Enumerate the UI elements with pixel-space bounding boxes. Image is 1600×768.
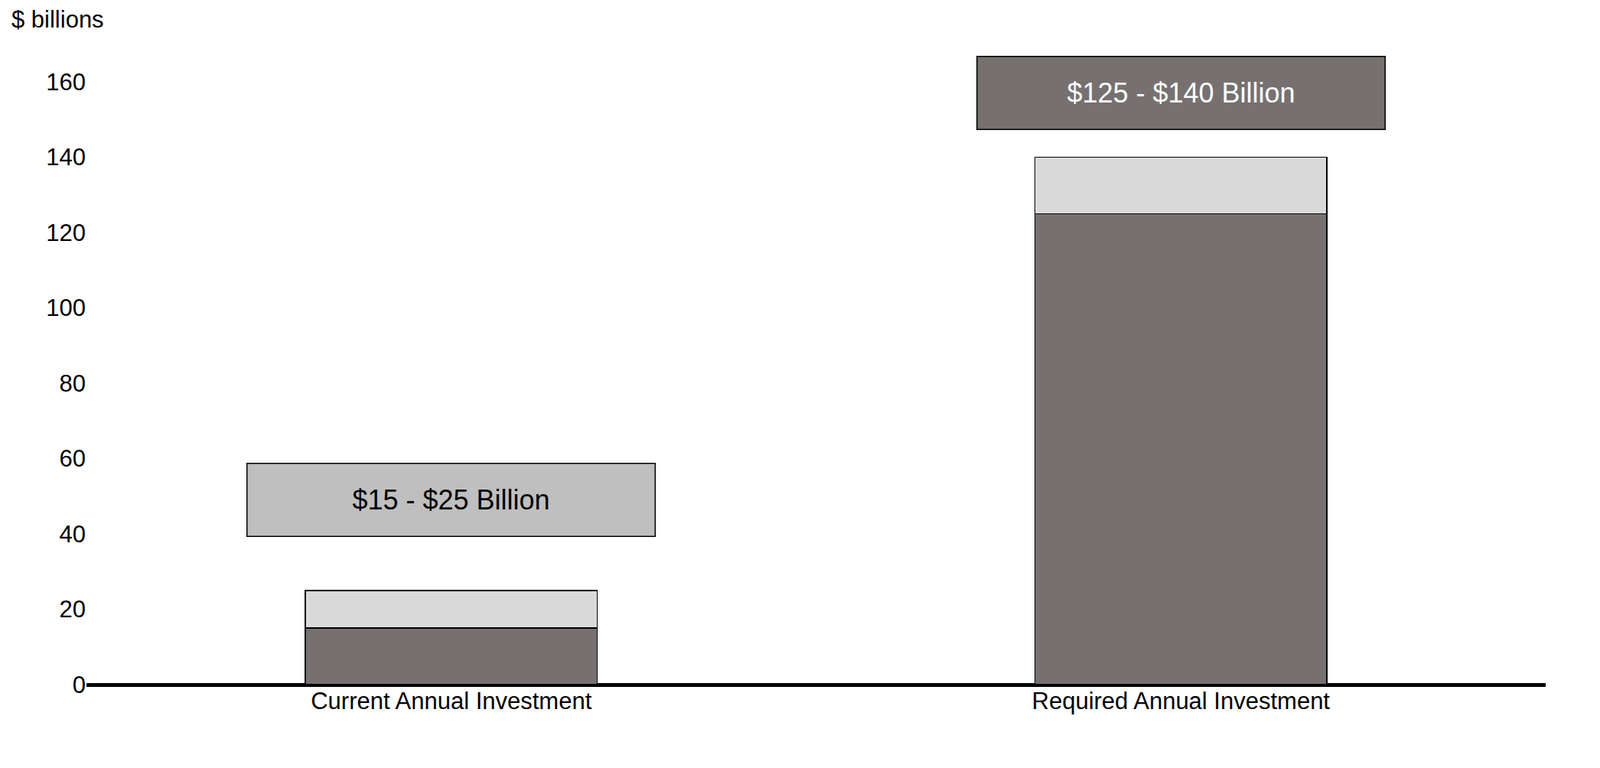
svg-text:Current Annual Investment: Current Annual Investment <box>310 687 592 715</box>
svg-text:$125 - $140 Billion: $125 - $140 Billion <box>1066 77 1295 109</box>
svg-text:$15 - $25 Billion: $15 - $25 Billion <box>351 484 550 516</box>
svg-text:Required Annual Investment: Required Annual Investment <box>1032 687 1331 715</box>
svg-text:80: 80 <box>59 370 86 398</box>
svg-text:140: 140 <box>45 143 86 171</box>
svg-text:20: 20 <box>59 596 86 623</box>
svg-text:$ billions: $ billions <box>11 6 105 33</box>
svg-text:0: 0 <box>72 671 86 699</box>
svg-text:120: 120 <box>45 219 86 247</box>
svg-text:160: 160 <box>45 68 86 96</box>
svg-text:60: 60 <box>59 445 86 473</box>
svg-text:100: 100 <box>45 294 86 322</box>
svg-text:40: 40 <box>59 521 86 548</box>
